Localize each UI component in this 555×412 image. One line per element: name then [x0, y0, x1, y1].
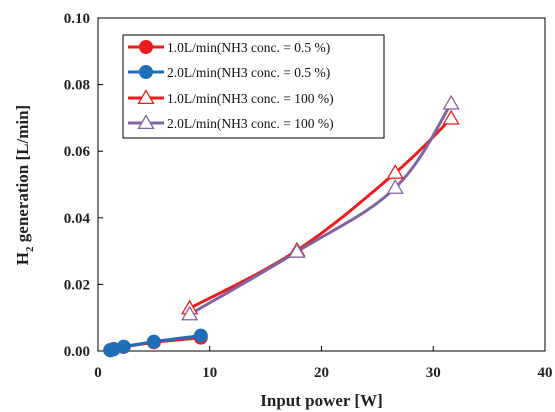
data-point: [193, 328, 208, 343]
data-point: [181, 305, 199, 321]
x-axis-label: Input power [W]: [260, 391, 382, 410]
x-tick-label: 0: [94, 365, 102, 381]
y-tick-label: 0.02: [64, 277, 90, 293]
series-markers: [103, 94, 460, 358]
x-tick-label: 10: [202, 365, 217, 381]
y-tick-label: 0.08: [64, 78, 90, 94]
x-tick-label: 30: [426, 365, 441, 381]
x-axis-ticks: 0 10 20 30 40: [94, 346, 553, 381]
series-line-4: [188, 102, 453, 316]
data-point: [146, 334, 161, 349]
data-point: [386, 164, 404, 179]
legend-marker: [139, 40, 153, 54]
legend-marker: [137, 114, 155, 130]
data-point: [442, 94, 460, 110]
series-line-3: [188, 117, 453, 310]
y-axis-label: H2 generation [L/min]: [13, 105, 36, 265]
y-tick-label: 0.00: [64, 344, 90, 360]
legend-label: 1.0L/min(NH3 conc. = 100 %): [167, 91, 334, 106]
x-tick-label: 40: [538, 365, 553, 381]
x-tick-label: 20: [314, 365, 329, 381]
legend-label: 1.0L/min(NH3 conc. = 0.5 %): [167, 40, 330, 55]
data-point: [442, 109, 460, 125]
legend-label: 2.0L/min(NH3 conc. = 100 %): [167, 116, 334, 131]
y-tick-label: 0.04: [64, 211, 91, 227]
legend-label: 2.0L/min(NH3 conc. = 0.5 %): [167, 65, 330, 80]
y-axis-ticks: 0.00 0.02 0.04 0.06 0.08 0.10: [64, 11, 103, 360]
legend-box: [122, 34, 385, 139]
data-point: [386, 179, 404, 194]
y-tick-label: 0.10: [64, 11, 90, 27]
legend-marker: [139, 65, 153, 79]
data-point: [116, 339, 131, 354]
y-tick-label: 0.06: [64, 144, 91, 160]
legend: 1.0L/min(NH3 conc. = 0.5 %) 2.0L/min(NH3 …: [122, 34, 385, 139]
legend-marker: [137, 89, 155, 105]
data-point: [288, 242, 306, 258]
